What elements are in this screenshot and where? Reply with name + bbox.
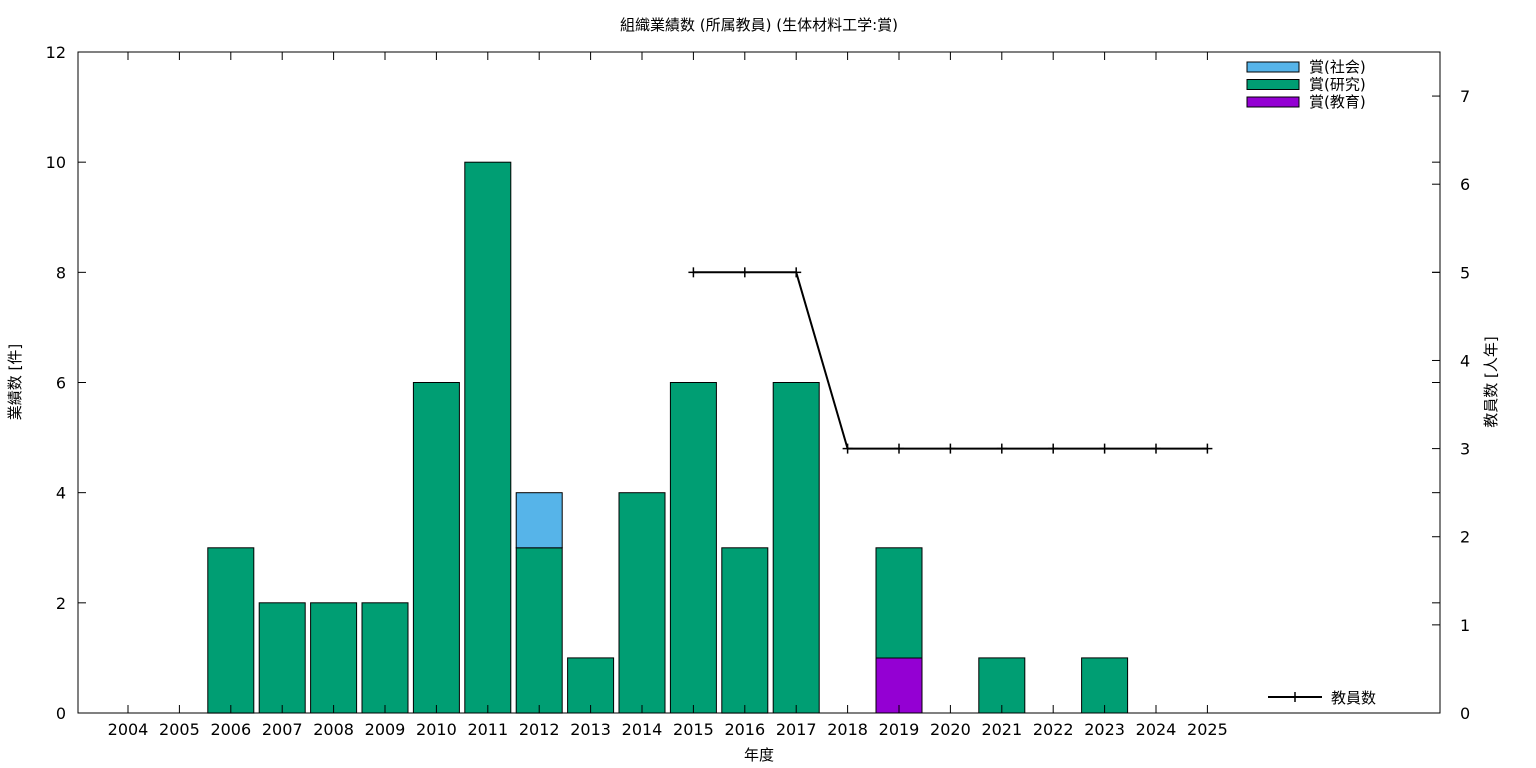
x-tick-label: 2012: [519, 720, 560, 739]
x-tick-label: 2016: [724, 720, 765, 739]
x-tick-label: 2008: [313, 720, 354, 739]
bar-2023-賞(研究): [1081, 657, 1129, 714]
x-tick-label: 2005: [159, 720, 200, 739]
y2-tick-label: 3: [1460, 440, 1470, 459]
y2-tick-label: 4: [1460, 351, 1470, 370]
legend-swatch: [1246, 61, 1300, 73]
legend-swatch: [1246, 96, 1300, 108]
bar-2019-賞(教育): [875, 657, 923, 714]
bar-2019-賞(研究): [875, 547, 923, 659]
x-axis-ticks: 2004 2005 2006 2007 2008 2009 2010 2011 2012 2013…: [108, 52, 1228, 739]
y-tick-label: 8: [56, 263, 66, 282]
bar-2008-賞(研究): [310, 602, 358, 714]
x-tick-label: 2022: [1033, 720, 1074, 739]
y-axis-label: 業績数 [件]: [6, 344, 24, 420]
line-layer: [688, 267, 1213, 454]
y-axis-ticks: 0 2 4 6 8 10 12: [46, 43, 1440, 723]
y2-tick-label: 5: [1460, 263, 1470, 282]
bar-2010-賞(研究): [412, 382, 460, 714]
bar-2013-賞(研究): [567, 657, 615, 714]
bar-2012-賞(研究): [515, 547, 563, 714]
bar-2006-賞(研究): [207, 547, 255, 714]
x-tick-label: 2021: [981, 720, 1022, 739]
y2-tick-label: 2: [1460, 528, 1470, 547]
x-tick-label: 2007: [262, 720, 303, 739]
bar-2015-賞(研究): [669, 382, 717, 714]
x-tick-label: 2024: [1136, 720, 1177, 739]
y-tick-label: 0: [56, 704, 66, 723]
x-tick-label: 2018: [827, 720, 868, 739]
y-tick-label: 2: [56, 594, 66, 613]
x-tick-label: 2025: [1187, 720, 1228, 739]
y2-axis-ticks: 0 1 2 3 4 5 6 7: [1432, 87, 1470, 723]
legend-line-label: 教員数: [1331, 689, 1376, 707]
bars-layer: [207, 161, 1129, 714]
x-tick-label: 2020: [930, 720, 971, 739]
bar-2021-賞(研究): [978, 657, 1026, 714]
y-tick-label: 10: [46, 153, 66, 172]
y-tick-label: 6: [56, 374, 66, 393]
y2-axis-label: 教員数 [人年]: [1482, 336, 1500, 427]
bar-2011-賞(研究): [464, 161, 512, 714]
x-tick-label: 2023: [1084, 720, 1125, 739]
x-tick-label: 2011: [467, 720, 508, 739]
x-tick-label: 2010: [416, 720, 457, 739]
x-tick-label: 2015: [673, 720, 714, 739]
bar-2012-賞(社会): [515, 492, 563, 549]
legend-label: 賞(教育): [1309, 93, 1366, 111]
legend-swatch: [1246, 79, 1300, 90]
legend-label: 賞(研究): [1309, 76, 1366, 94]
chart-title: 組織業績数 (所属教員) (生体材料工学:賞): [620, 16, 898, 34]
y2-tick-label: 1: [1460, 616, 1470, 635]
x-tick-label: 2004: [108, 720, 149, 739]
y2-tick-label: 7: [1460, 87, 1470, 106]
x-tick-label: 2006: [210, 720, 251, 739]
bar-2014-賞(研究): [618, 492, 666, 714]
bar-2009-賞(研究): [361, 602, 409, 714]
legend-label: 賞(社会): [1309, 58, 1366, 76]
bar-2007-賞(研究): [258, 602, 306, 714]
y-tick-label: 12: [46, 43, 66, 62]
staff-count-line: [693, 271, 1208, 450]
legend: 賞(社会)賞(研究)賞(教育) 教員数: [1246, 58, 1376, 707]
x-tick-label: 2017: [776, 720, 817, 739]
x-tick-label: 2019: [879, 720, 920, 739]
y-tick-label: 4: [56, 484, 66, 503]
x-tick-label: 2014: [622, 720, 663, 739]
x-axis-label: 年度: [744, 746, 774, 764]
y2-tick-label: 0: [1460, 704, 1470, 723]
x-tick-label: 2013: [570, 720, 611, 739]
x-tick-label: 2009: [365, 720, 406, 739]
y2-tick-label: 6: [1460, 175, 1470, 194]
bar-2016-賞(研究): [721, 547, 769, 714]
bar-2017-賞(研究): [772, 382, 820, 714]
